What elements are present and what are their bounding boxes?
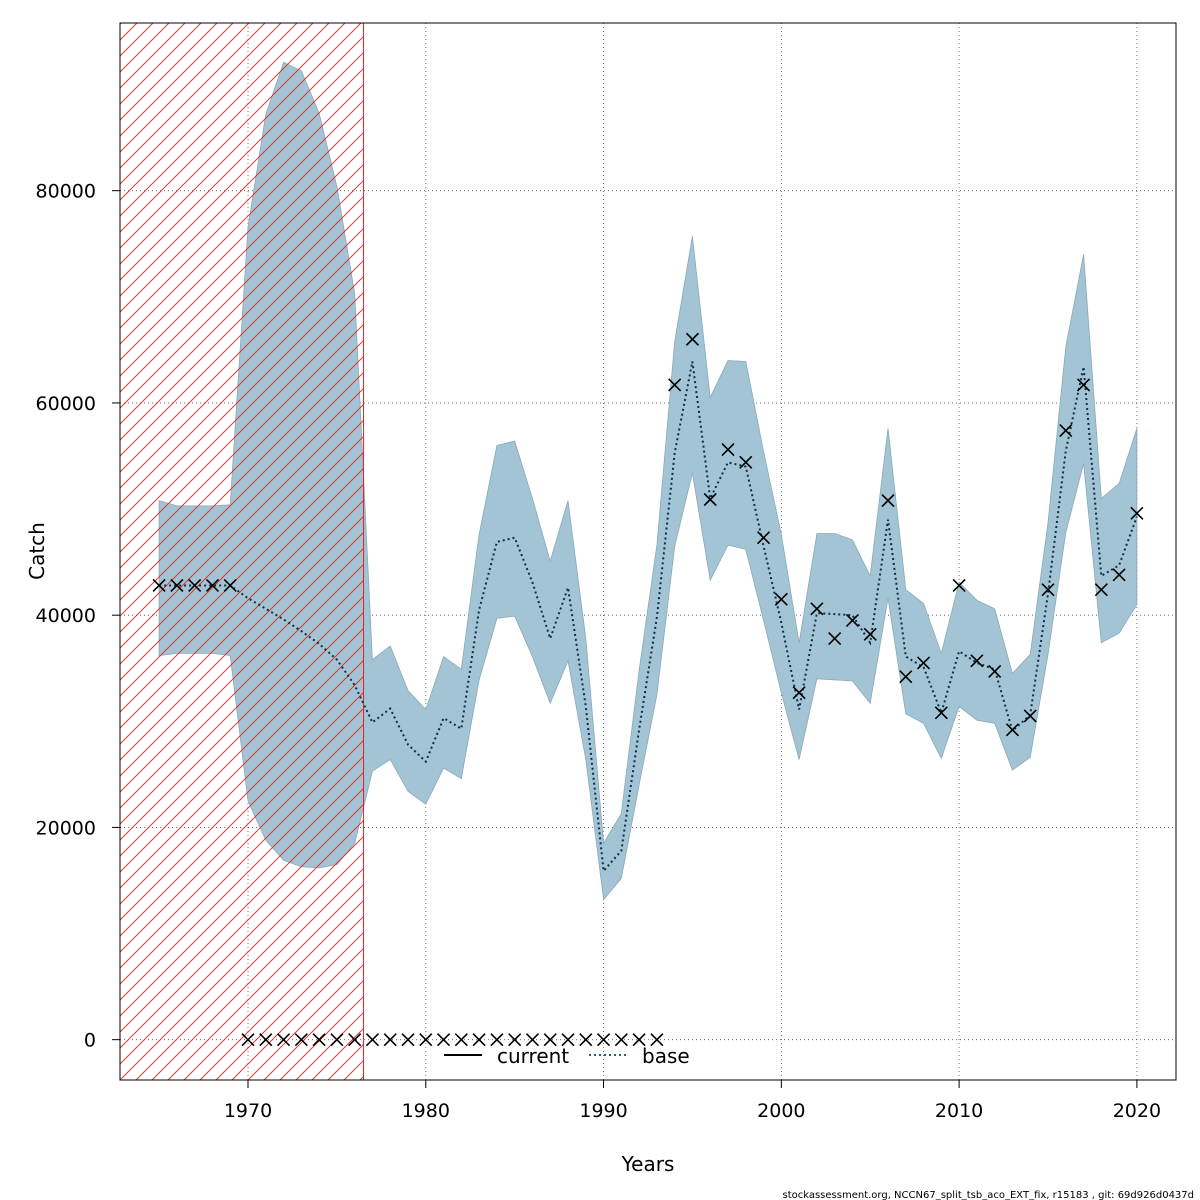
- zero-catch-point: [365, 1033, 380, 1047]
- zero-catch-point: [454, 1033, 468, 1047]
- observed-point: [1094, 583, 1108, 597]
- legend: current base: [444, 1044, 690, 1068]
- observed-point: [970, 654, 984, 668]
- x-tick-label: 2020: [1113, 1100, 1161, 1122]
- zero-catch-point: [579, 1033, 593, 1047]
- x-axis-title: Years: [621, 1152, 675, 1176]
- observed-point: [205, 578, 220, 593]
- zero-catch-point: [508, 1033, 522, 1047]
- observed-point: [152, 578, 166, 593]
- zero-catch-point: [525, 1033, 540, 1047]
- x-tick-label: 1990: [579, 1100, 627, 1122]
- legend-base-label: base: [642, 1044, 690, 1068]
- x-tick-label: 2010: [935, 1100, 983, 1122]
- x-tick-label: 2000: [757, 1100, 805, 1122]
- observed-point: [988, 664, 1002, 678]
- y-axis-title: Catch: [25, 522, 49, 580]
- zero-catch-point: [472, 1033, 486, 1047]
- observed-point: [170, 578, 184, 593]
- zero-catch-point: [596, 1033, 611, 1047]
- observed-point: [756, 531, 771, 545]
- hatched-region: [119, 22, 365, 1081]
- zero-catch-point: [561, 1033, 575, 1047]
- observed-point: [863, 627, 877, 641]
- zero-catch-point: [419, 1033, 433, 1047]
- x-tick-label: 1980: [402, 1100, 450, 1122]
- y-tick-label: 0: [84, 1030, 96, 1052]
- observed-point: [1130, 506, 1144, 520]
- observed-point: [881, 493, 895, 508]
- observed-point: [916, 656, 931, 670]
- y-axis: 0 20000 40000 60000 80000: [36, 181, 120, 1052]
- observed-point: [1023, 709, 1037, 723]
- y-tick-label: 80000: [36, 181, 96, 203]
- x-tick-label: 1970: [224, 1100, 272, 1122]
- zero-catch-point: [632, 1033, 646, 1047]
- zero-catch-point: [614, 1033, 628, 1047]
- observed-point: [792, 686, 806, 700]
- legend-current-label: current: [497, 1044, 569, 1068]
- zero-catch-point: [490, 1033, 504, 1047]
- zero-catch-point: [330, 1033, 344, 1047]
- observed-point: [934, 706, 948, 720]
- observed-point: [1112, 568, 1126, 582]
- zero-catch-points: [241, 1033, 664, 1047]
- observed-point: [845, 613, 860, 628]
- footer-text: stockassessment.org, NCCN67_split_tsb_ac…: [782, 1190, 1194, 1200]
- observed-point: [1059, 423, 1073, 438]
- observed-point: [1076, 378, 1091, 392]
- observed-points: [152, 332, 1144, 737]
- zero-catch-point: [401, 1033, 415, 1047]
- zero-catch-point: [276, 1033, 291, 1047]
- zero-catch-point: [294, 1033, 308, 1047]
- observed-point: [668, 378, 682, 392]
- observed-point: [739, 455, 753, 469]
- observed-point: [721, 443, 735, 457]
- observed-point: [899, 670, 913, 684]
- zero-catch-point: [436, 1033, 451, 1047]
- observed-point: [703, 492, 717, 507]
- y-tick-label: 40000: [36, 605, 96, 627]
- base-line: [159, 361, 1138, 874]
- zero-catch-point: [650, 1033, 664, 1047]
- observed-point: [223, 578, 237, 593]
- observed-point: [828, 631, 842, 646]
- base-series-line: [159, 361, 1138, 874]
- zero-catch-point: [312, 1033, 326, 1047]
- zero-catch-point: [543, 1033, 557, 1047]
- y-tick-label: 60000: [36, 393, 96, 415]
- y-tick-label: 20000: [36, 817, 96, 839]
- plot-frame: [119, 22, 1177, 1081]
- observed-point: [1041, 583, 1055, 597]
- band-area: [158, 61, 1138, 901]
- shaded-region: [119, 22, 365, 1081]
- confidence-band: [158, 61, 1138, 901]
- observed-point: [188, 578, 202, 593]
- zero-catch-point: [348, 1033, 362, 1047]
- zero-catch-point: [383, 1033, 397, 1047]
- x-axis: 1970 1980 1990 2000 2010 2020: [224, 1080, 1161, 1122]
- observed-point: [685, 332, 700, 346]
- observed-point: [774, 592, 788, 606]
- zero-catch-point: [241, 1033, 255, 1047]
- observed-point: [1005, 723, 1020, 737]
- observed-point: [810, 602, 824, 616]
- observed-point: [952, 578, 966, 593]
- zero-catch-point: [259, 1033, 273, 1047]
